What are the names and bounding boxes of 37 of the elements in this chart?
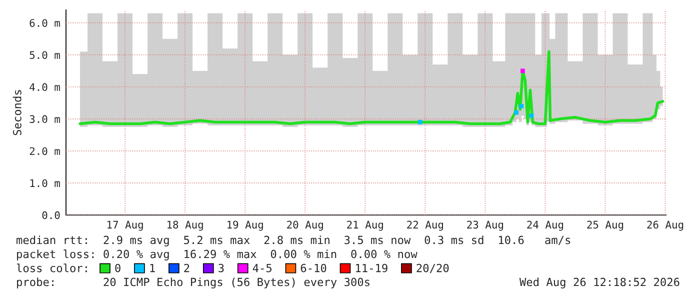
x-tick-label: 18 Aug [167, 220, 203, 231]
y-tick-label: 5.0 m [30, 51, 60, 59]
x-tick-label: 19 Aug [228, 220, 263, 231]
legend-label: 11-19 [356, 264, 388, 272]
legend-label: 4-5 [252, 264, 272, 272]
point [519, 104, 524, 108]
legend-label: 20/20 [416, 264, 449, 274]
y-tick-label: 0.0 [42, 211, 60, 220]
y-tick-label: 2.0 m [30, 147, 60, 156]
text: packet loss: 0.20 % avg 16.29 % max 0.00 % min 0.00 % now [17, 250, 418, 260]
y-tick-label: 1.0 m [30, 179, 60, 188]
x-tick-label: 23 Aug [467, 220, 504, 231]
y-tick-label: 3.0 m [30, 115, 60, 124]
point [418, 120, 422, 124]
y-tick-label: 4.0 m [30, 83, 60, 92]
x-tick-label: 24 Aug [527, 220, 564, 231]
point [529, 114, 534, 118]
x-tick-label: 17 Aug [107, 220, 143, 231]
legend-label: 6-10 [300, 264, 326, 272]
text: probe: 20 ICMP Echo Pings (56 Bytes) every 300s [17, 278, 370, 288]
text: median rtt: 2.9 ms avg 5.2 ms max 2.8 ms min 3.5 ms now 0.3 ms sd 10.6 am/s [16, 236, 570, 246]
line-series [78, 50, 664, 126]
text: Wed Aug 26 12:18:52 2026 [519, 278, 680, 288]
x-tick-label: 20 Aug [287, 220, 323, 231]
x-tick-label: 26 Aug [647, 220, 684, 231]
legend-title: loss color: [16, 264, 87, 272]
legend-label: 0 [115, 264, 120, 272]
x-tick-label: 21 Aug [347, 220, 383, 231]
legend-label: 3 [218, 264, 224, 272]
y-axis-title: Seconds [12, 90, 22, 136]
x-tick-label: 25 Aug [587, 220, 624, 231]
point [520, 68, 525, 74]
point [514, 110, 519, 115]
legend-label: 2 [184, 264, 190, 272]
x-tick-label: 22 Aug [407, 220, 443, 231]
y-tick-label: 6.0 m [30, 19, 60, 27]
legend-label: 1 [150, 264, 155, 272]
